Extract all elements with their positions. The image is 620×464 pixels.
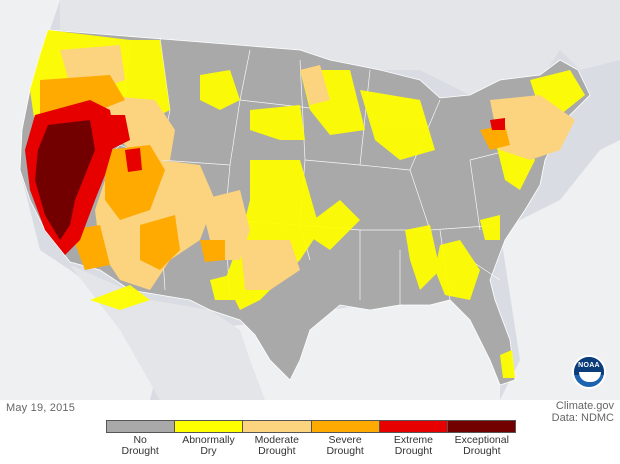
legend-label-line2: Drought	[326, 445, 364, 457]
legend-swatch-abnormally-dry	[175, 421, 244, 432]
noaa-logo: NOAA	[572, 355, 606, 389]
drought-map: NOAA	[0, 0, 620, 400]
credit-data: Data: NDMC	[551, 412, 614, 424]
legend-swatch-moderate	[243, 421, 312, 432]
legend-swatch-severe	[311, 421, 380, 432]
canada	[60, 0, 620, 95]
legend-label-line2: Drought	[121, 445, 159, 457]
legend-bar	[106, 420, 516, 433]
legend-label-moderate: Moderate Drought	[243, 435, 311, 457]
noaa-logo-sky	[574, 357, 604, 375]
legend-label-line1: Exceptional	[454, 434, 509, 446]
legend-label-line2: Drought	[394, 445, 433, 457]
atlantic-water	[500, 140, 620, 400]
noaa-logo-wave	[579, 372, 601, 382]
legend-label-line1: Abnormally	[182, 434, 235, 446]
legend-label-line1: Extreme	[393, 434, 434, 446]
severe-drought-areas	[40, 75, 510, 270]
credit-source: Climate.gov	[555, 400, 614, 412]
legend-label-line1: Moderate	[254, 434, 299, 446]
abnormally-dry-areas	[30, 30, 585, 378]
legend-label-extreme: Extreme Drought	[379, 435, 447, 457]
legend-label-line2: Drought	[463, 445, 501, 457]
legend-label-severe: Severe Drought	[311, 435, 379, 457]
legend-label-line2: Drought	[258, 445, 296, 457]
legend-labels: No Drought Abnormally Dry Moderate Droug…	[106, 435, 516, 457]
us-drought-map-svg	[0, 0, 620, 400]
legend-label-exceptional: Exceptional Drought	[448, 435, 516, 457]
noaa-logo-text: NOAA	[578, 362, 600, 369]
legend-label-no-drought: No Drought	[106, 435, 174, 457]
legend-label-line2: Dry	[200, 445, 217, 457]
legend-label-line1: Severe	[328, 434, 362, 446]
credit: Climate.gov Data: NDMC	[552, 400, 614, 424]
legend-swatch-extreme	[379, 421, 448, 432]
legend-swatch-exceptional	[447, 421, 516, 432]
legend-swatch-no-drought	[107, 421, 176, 432]
legend-label-line1: No	[133, 434, 147, 446]
legend: No Drought Abnormally Dry Moderate Droug…	[106, 420, 516, 457]
legend-label-abnormally-dry: Abnormally Dry	[174, 435, 242, 457]
pacific-ocean	[0, 0, 160, 400]
map-date: May 19, 2015	[6, 402, 76, 414]
exceptional-drought-areas	[35, 120, 95, 240]
